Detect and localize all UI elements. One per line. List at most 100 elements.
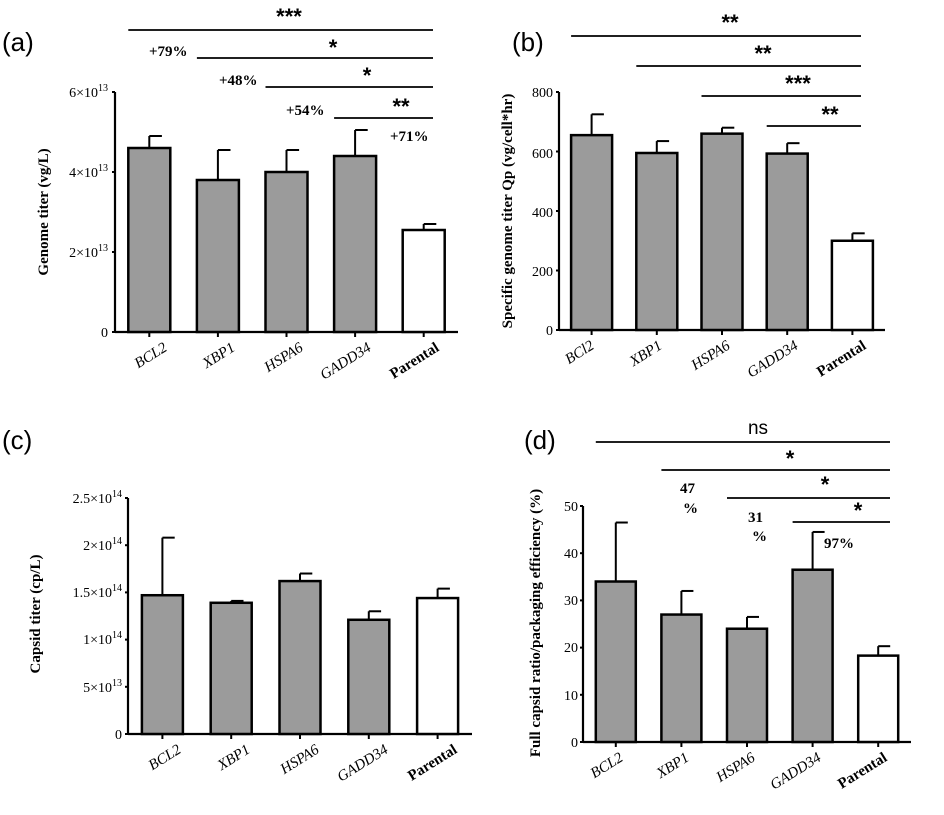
panel-a-y-tick-labels: 0 2×1013 4×1013 6×1013 <box>69 83 108 341</box>
panel-d-sig-label-2: * <box>821 472 830 497</box>
panel-d-sig-label-3: * <box>854 498 863 523</box>
panel-a-annotation-hspa6: +54% <box>286 103 325 119</box>
panel-c-y-tick-label-3: 1.5×1014 <box>73 583 122 601</box>
panel-a-x-tick-label-bcl2: BCL2 <box>132 340 171 372</box>
panel-a-bar-hspa6 <box>264 170 309 334</box>
panel-a-y-tick-label-0: 0 <box>101 326 108 341</box>
panel-d-bar-bcl2 <box>594 580 638 744</box>
panel-d-annotations: 47 % 31 % 97% <box>680 481 854 552</box>
panel-a-annotation-xbp1: +48% <box>219 73 258 89</box>
panel-d-x-tick-label-bcl2: BCL2 <box>588 750 627 782</box>
panel-a-y-axis-label: Genome titer (vg/L) <box>36 148 52 275</box>
panel-a-label: (a) <box>2 27 34 57</box>
panel-c-y-axis-label: Capsid titer (cp/L) <box>28 555 44 674</box>
panel-c-x-tick-label-xbp1: XBP1 <box>214 742 253 775</box>
panel-d-annotation-xbp1-value: 47 <box>680 481 696 497</box>
panel-b-sig-label-3: ** <box>821 102 839 127</box>
panel-b-x-tick-label-bcl2: BCl2 <box>562 338 597 368</box>
panel-c-label: (c) <box>2 425 32 455</box>
panel-a-x-tick-label-hspa6: HSPA6 <box>261 340 307 377</box>
panel-a-bar-bcl2 <box>127 146 172 334</box>
panel-d-y-tick-label-5: 50 <box>564 500 578 515</box>
panel-c-bar-hspa6 <box>278 579 322 736</box>
panel-c-y-tick-label-5: 2.5×1014 <box>73 489 122 507</box>
panel-c-bar-gadd34 <box>347 618 391 736</box>
panel-b-x-tick-label-hspa6: HSPA6 <box>688 338 734 375</box>
panel-b-y-tick-label-2: 400 <box>532 206 553 221</box>
panel-d-y-tick-label-2: 20 <box>564 641 578 656</box>
panel-b-sig-label-1: ** <box>754 41 772 66</box>
panel-d-y-tick-label-0: 0 <box>571 736 578 751</box>
panel-d-x-tick-label-xbp1: XBP1 <box>653 750 692 783</box>
panel-a-significance-labels: *** * * ** <box>276 4 410 119</box>
panel-b-marks <box>556 35 885 335</box>
panel-a-bar-xbp1 <box>195 178 241 334</box>
panel-a-y-tick-label-3: 6×1013 <box>69 83 108 101</box>
panel-c-y-tick-label-0: 0 <box>115 728 122 743</box>
panel-c-bar-xbp1 <box>209 601 253 736</box>
panel-a-annotations: +79% +48% +54% +71% <box>149 44 429 145</box>
panel-b-sig-label-2: *** <box>785 71 811 96</box>
panel-d-bar-parental <box>856 654 900 744</box>
panel-a-y-tick-label-1: 2×1013 <box>69 243 108 261</box>
panel-d-sig-label-1: * <box>786 446 795 471</box>
panel-c-y-tick-labels: 0 5×1013 1×1014 1.5×1014 2×1014 2.5×1014 <box>73 489 122 743</box>
panel-c-x-tick-label-hspa6: HSPA6 <box>277 742 323 779</box>
panel-d-y-tick-label-3: 30 <box>564 594 578 609</box>
panel-a-bar-gadd34 <box>332 154 378 334</box>
panel-d-y-tick-label-1: 10 <box>564 689 578 704</box>
panel-b-bar-gadd34 <box>765 152 809 332</box>
panel-b-bar-parental <box>830 239 875 332</box>
panel-b-significance-labels: ** ** *** ** <box>721 10 839 127</box>
panel-d-x-tick-label-parental: Parental <box>835 750 890 793</box>
panel-c-x-tick-label-bcl2: BCL2 <box>146 742 185 774</box>
panel-b-sig-label-0: ** <box>721 10 739 35</box>
panel-d-bar-hspa6 <box>725 627 769 744</box>
panel-c-bar-parental <box>415 596 460 736</box>
panel-a-sig-label-2: * <box>363 63 372 88</box>
panel-b-label: (b) <box>512 27 544 57</box>
panel-d-sig-label-0: ns <box>748 418 768 439</box>
panel-a-sig-label-3: ** <box>392 94 410 119</box>
panel-c-x-tick-labels: BCL2 XBP1 HSPA6 GADD34 Parental <box>146 742 460 786</box>
panel-b-y-tick-labels: 0 200 400 600 800 <box>532 86 553 339</box>
panel-b-bar-hspa6 <box>700 132 744 332</box>
panel-d: (d) Full capsid ratio/packaging efficien… <box>524 418 911 793</box>
panel-d-x-tick-label-hspa6: HSPA6 <box>713 750 759 787</box>
panel-b-y-tick-label-1: 200 <box>532 265 553 280</box>
panel-b-y-tick-label-4: 800 <box>532 86 553 101</box>
panel-b-bar-bcl2 <box>569 133 614 332</box>
panel-b-x-tick-label-gadd34: GADD34 <box>745 338 802 382</box>
panel-d-bar-gadd34 <box>791 568 834 744</box>
panel-d-bar-xbp1 <box>660 613 703 744</box>
panel-d-annotation-hspa6-value: 31 <box>748 510 763 526</box>
panel-a-y-tick-label-2: 4×1013 <box>69 163 108 181</box>
panel-b: (b) Specific genome titer Qp (vg/cell*hr… <box>500 10 885 381</box>
panel-a-x-tick-label-gadd34: GADD34 <box>318 340 375 384</box>
panel-d-y-axis-label: Full capsid ratio/packaging efficiency (… <box>528 489 544 757</box>
panel-d-annotation-hspa6-percent: % <box>752 529 767 545</box>
panel-d-x-tick-label-gadd34: GADD34 <box>768 750 825 794</box>
panel-d-label: (d) <box>524 425 556 455</box>
panel-c-y-tick-label-1: 5×1013 <box>83 678 122 696</box>
panel-d-x-tick-labels: BCL2 XBP1 HSPA6 GADD34 Parental <box>588 750 890 794</box>
panel-a-x-tick-label-parental: Parental <box>387 340 442 383</box>
panel-d-y-tick-label-4: 40 <box>564 547 578 562</box>
panel-a-sig-label-0: *** <box>276 4 302 29</box>
panel-d-marks <box>580 441 911 747</box>
panel-a-x-tick-labels: BCL2 XBP1 HSPA6 GADD34 Parental <box>132 340 442 384</box>
panel-b-y-tick-label-3: 600 <box>532 147 553 162</box>
panel-c: (c) Capsid titer (cp/L) 0 5×1013 1×1014 … <box>2 425 472 785</box>
panel-d-y-tick-labels: 0 10 20 30 40 50 <box>564 500 578 751</box>
panel-a-annotation-bcl2: +79% <box>149 44 188 60</box>
panel-a-marks <box>112 29 458 337</box>
panel-a: (a) Genome titer (vg/L) 0 2×1013 4×1013 … <box>2 4 458 383</box>
panel-c-marks <box>125 497 472 739</box>
panel-a-bar-parental <box>401 228 446 334</box>
panel-b-x-tick-label-xbp1: XBP1 <box>626 338 665 371</box>
panel-b-x-tick-labels: BCl2 XBP1 HSPA6 GADD34 Parental <box>562 338 869 382</box>
panel-a-annotation-gadd34: +71% <box>390 129 429 145</box>
panel-c-x-tick-label-parental: Parental <box>405 742 460 785</box>
panel-b-y-tick-label-0: 0 <box>546 324 553 339</box>
